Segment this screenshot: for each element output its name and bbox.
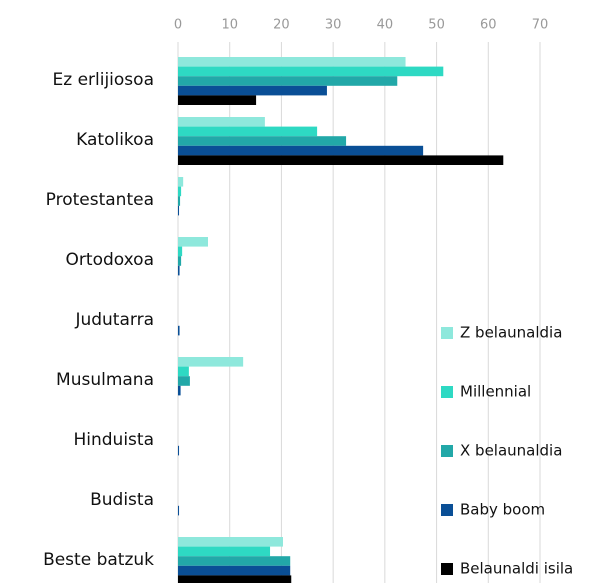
bar <box>178 385 181 396</box>
bar <box>178 445 180 456</box>
legend-label: Baby boom <box>460 501 545 519</box>
bar <box>178 126 318 137</box>
bar <box>178 196 181 206</box>
category-label: Budista <box>90 490 154 510</box>
bar <box>178 117 265 127</box>
category-label: Hinduista <box>73 430 154 450</box>
x-tick-label: 20 <box>273 18 290 33</box>
legend-swatch <box>441 563 453 575</box>
bar <box>178 366 189 377</box>
category-label: Katolikoa <box>76 130 154 150</box>
bar <box>178 186 182 197</box>
legend-label: Z belaunaldia <box>460 324 562 342</box>
bar <box>178 85 327 96</box>
category-label: Ez erlijiosoa <box>53 70 155 90</box>
bar <box>178 66 444 77</box>
bar <box>178 265 180 276</box>
bar <box>178 505 180 516</box>
category-label: Musulmana <box>56 370 154 390</box>
bar <box>178 136 347 146</box>
bar <box>178 376 190 386</box>
category-label: Protestantea <box>46 190 154 210</box>
bar <box>178 246 183 257</box>
x-tick-label: 50 <box>428 18 445 33</box>
bar <box>178 537 283 547</box>
bar <box>178 155 504 165</box>
bar <box>178 57 406 67</box>
legend-swatch <box>441 445 453 457</box>
bar <box>178 546 271 557</box>
bar <box>178 177 184 187</box>
x-tick-label: 70 <box>532 18 549 33</box>
legend-label: Belaunaldi isila <box>460 560 573 578</box>
x-tick-label: 40 <box>377 18 394 33</box>
category-label: Beste batzuk <box>43 550 154 570</box>
bar <box>178 556 291 566</box>
bar <box>178 237 208 247</box>
x-tick-label: 0 <box>174 18 182 33</box>
bar <box>178 325 180 336</box>
bar <box>178 575 292 583</box>
legend-swatch <box>441 386 453 398</box>
x-tick-label: 60 <box>480 18 497 33</box>
bar <box>178 565 291 576</box>
x-tick-label: 30 <box>325 18 342 33</box>
bar <box>178 357 244 367</box>
legend-label: Millennial <box>460 383 531 401</box>
bar <box>178 145 424 156</box>
bar <box>178 205 180 216</box>
category-label: Ortodoxoa <box>66 250 154 270</box>
x-tick-label: 10 <box>221 18 238 33</box>
legend-label: X belaunaldia <box>460 442 562 460</box>
bar <box>178 256 182 266</box>
bar <box>178 95 257 105</box>
bar <box>178 76 398 86</box>
legend-swatch <box>441 504 453 516</box>
legend-swatch <box>441 327 453 339</box>
category-label: Judutarra <box>74 310 154 330</box>
